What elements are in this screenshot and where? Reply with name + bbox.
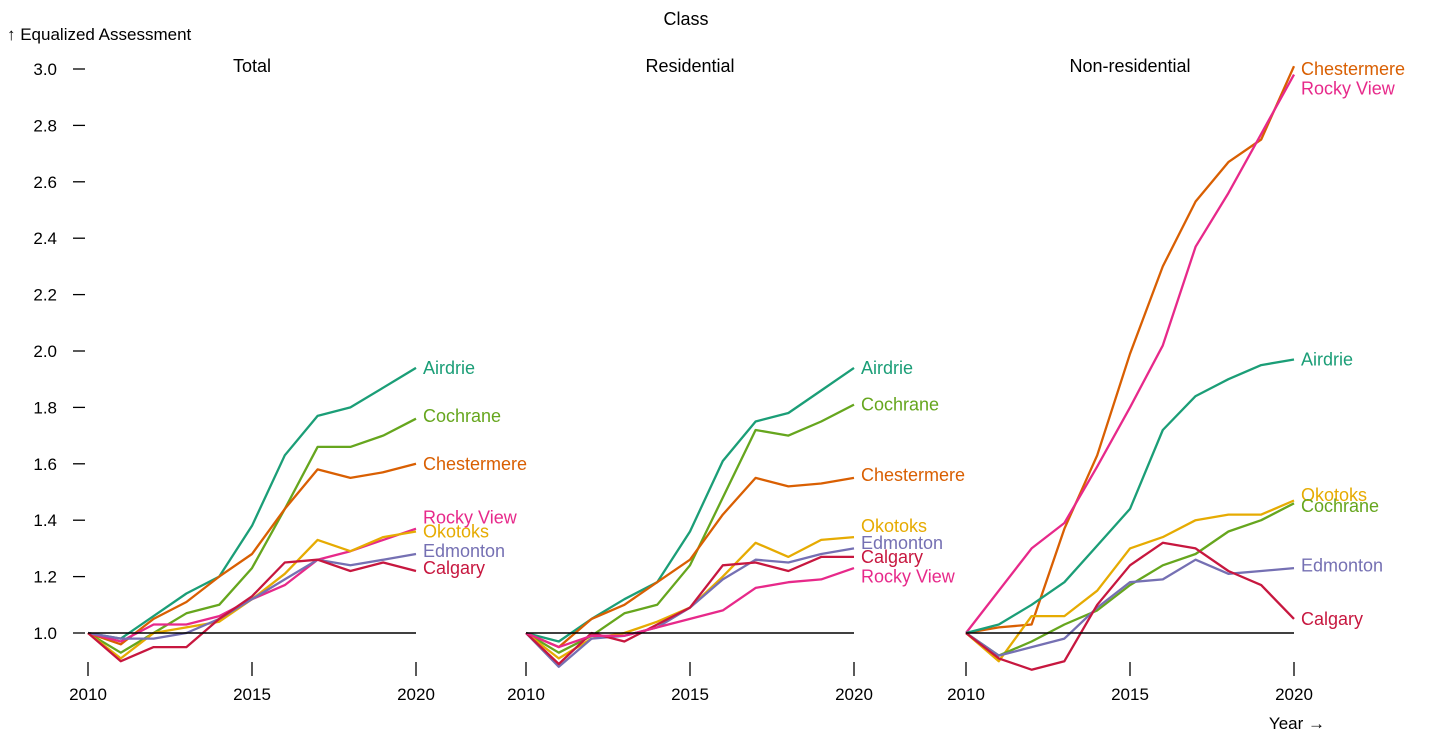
x-axis-label: Year → (1269, 714, 1325, 733)
y-tick-label: 1.0 (33, 624, 57, 643)
series-label-rocky-view: Rocky View (423, 507, 518, 527)
series-line-okotoks (525, 535, 855, 660)
y-tick-label: 2.8 (33, 116, 57, 135)
x-tick-label: 2020 (1275, 685, 1313, 704)
series-label-cochrane: Cochrane (1301, 496, 1379, 516)
x-tick-label: 2015 (233, 685, 271, 704)
y-tick-label: 2.0 (33, 342, 57, 361)
series-label-chestermere: Chestermere (423, 454, 527, 474)
series-line-edmonton (87, 552, 417, 640)
x-tick-label: 2015 (1111, 685, 1149, 704)
series-label-okotoks: Okotoks (423, 521, 489, 541)
y-axis-label: ↑ Equalized Assessment (7, 25, 192, 44)
series-line-calgary (525, 555, 854, 666)
panel-title: Non-residential (1069, 56, 1190, 76)
panel-title: Total (233, 56, 271, 76)
panel-non-residential: Non-residential 2010 2015 2020 ChestermereRo… (947, 56, 1405, 704)
series-label-calgary: Calgary (861, 547, 923, 567)
series-line-airdrie (525, 366, 855, 643)
series-label-okotoks: Okotoks (861, 516, 927, 536)
series-label-edmonton: Edmonton (861, 533, 943, 553)
series-line-rocky-view (965, 74, 1296, 634)
series-label-airdrie: Airdrie (1301, 349, 1353, 369)
series-label-rocky-view: Rocky View (861, 567, 956, 587)
series-line-cochrane (965, 502, 1295, 657)
y-tick-label: 1.4 (33, 511, 57, 530)
y-tick-label: 2.4 (33, 229, 57, 248)
chart-title: Class (663, 9, 708, 29)
series-line-airdrie (87, 366, 417, 640)
series-label-airdrie: Airdrie (861, 358, 913, 378)
series-line-rocky-view (525, 567, 855, 649)
series-line-okotoks (965, 499, 1295, 663)
series-label-okotoks: Okotoks (1301, 485, 1367, 505)
y-tick-label: 3.0 (33, 60, 57, 79)
x-tick-label: 2020 (835, 685, 873, 704)
series-line-chestermere (87, 462, 417, 646)
series-line-cochrane (525, 403, 855, 654)
series-label-calgary: Calgary (1301, 609, 1363, 629)
series-label-calgary: Calgary (423, 558, 485, 578)
series-line-edmonton (965, 558, 1295, 657)
series-line-chestermere (525, 476, 855, 649)
x-tick-label: 2020 (397, 685, 435, 704)
series-label-chestermere: Chestermere (1301, 59, 1405, 79)
series-line-calgary (87, 558, 417, 663)
y-tick-label: 1.6 (33, 455, 57, 474)
series-label-rocky-view: Rocky View (1301, 79, 1396, 99)
series-line-cochrane (87, 417, 417, 654)
y-tick-label: 1.2 (33, 568, 57, 587)
series-label-edmonton: Edmonton (423, 541, 505, 561)
series-line-calgary (965, 541, 1295, 671)
series-line-chestermere (965, 65, 1296, 635)
x-tick-label: 2010 (69, 685, 107, 704)
panel-total: Total 2010 2015 2020 Airdrie Cochrane Chesterm… (69, 56, 527, 704)
series-label-airdrie: Airdrie (423, 358, 475, 378)
chart-panels: Total 2010 2015 2020 Airdrie Cochrane Chesterm… (69, 56, 1405, 704)
y-tick-label: 2.2 (33, 286, 57, 305)
y-tick-label: 1.8 (33, 398, 57, 417)
series-label-chestermere: Chestermere (861, 465, 965, 485)
y-axis: 1.0 1.2 1.4 1.6 1.8 2.0 2.2 2.4 2.6 2.8 3.0 (33, 60, 85, 643)
series-line-rocky-view (87, 527, 417, 643)
series-label-cochrane: Cochrane (861, 395, 939, 415)
x-tick-label: 2010 (947, 685, 985, 704)
panel-title: Residential (645, 56, 734, 76)
series-label-cochrane: Cochrane (423, 406, 501, 426)
series-label-edmonton: Edmonton (1301, 555, 1383, 575)
x-tick-label: 2010 (507, 685, 545, 704)
y-tick-label: 2.6 (33, 173, 57, 192)
x-tick-label: 2015 (671, 685, 709, 704)
panel-residential: Residential 2010 2015 2020 Airdrie Cochrane Ch… (507, 56, 965, 704)
series-line-airdrie (965, 358, 1295, 635)
